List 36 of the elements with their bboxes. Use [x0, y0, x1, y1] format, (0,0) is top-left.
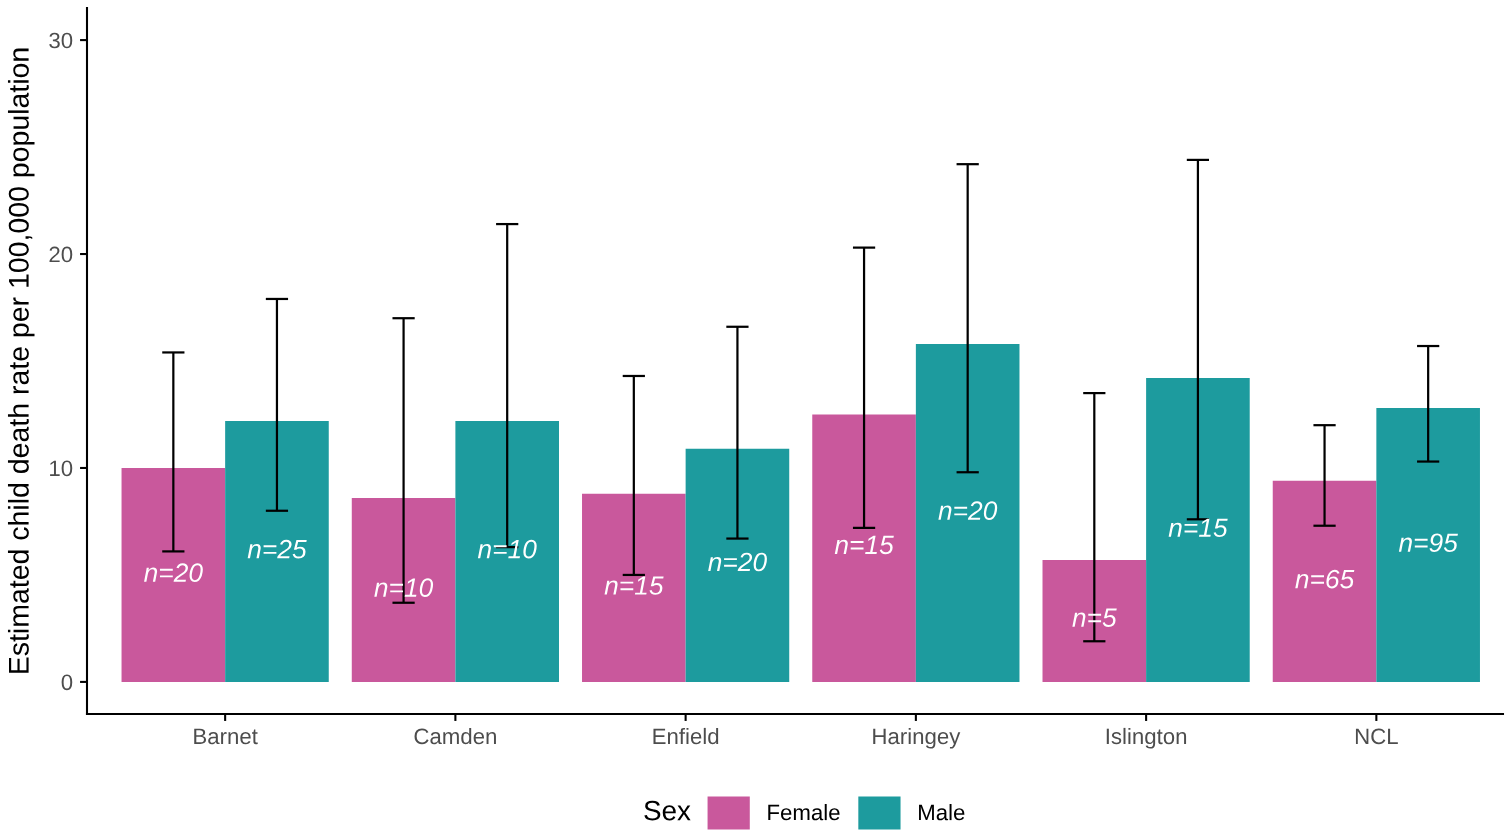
bar [582, 493, 686, 682]
bar [225, 420, 329, 682]
legend-label: Female [768, 804, 840, 821]
x-tick-label: Enfield [653, 727, 719, 745]
y-tick-label: 30 [49, 32, 73, 49]
bar [121, 467, 226, 682]
bar [915, 343, 1020, 682]
annotation: n=15 [1168, 518, 1228, 538]
annotation: n=95 [1398, 533, 1458, 553]
y-tick-label: 20 [49, 246, 73, 263]
legend-label: Male [919, 804, 965, 821]
annotation: n=15 [604, 576, 664, 595]
y-tick-label: 0 [61, 674, 73, 691]
bar [1272, 480, 1377, 682]
annotation: n=25 [247, 539, 307, 559]
annotation: n=20 [144, 563, 203, 583]
y-tick-label: 10 [50, 460, 73, 477]
x-tick-label: Islington [1106, 727, 1187, 749]
bar [685, 448, 790, 682]
x-tick-label: Camden [414, 727, 496, 745]
bar [455, 420, 559, 682]
bar [351, 497, 456, 682]
annotation: n=20 [708, 552, 767, 572]
annotation: n=65 [1295, 569, 1355, 589]
bar [1042, 559, 1147, 682]
annotation: n=15 [834, 535, 894, 555]
x-tick-label: NCL [1355, 728, 1398, 745]
bar [812, 414, 916, 682]
y-axis-title: Estimated child death rate per 100,000 population [7, 48, 35, 673]
annotation: n=10 [477, 539, 537, 559]
legend-title: Sex [644, 800, 691, 821]
x-tick-label: Haringey [873, 727, 961, 749]
bar [1146, 378, 1250, 682]
x-tick-label: Barnet [194, 728, 258, 745]
annotation: n=20 [938, 501, 998, 520]
bar [1376, 408, 1480, 682]
